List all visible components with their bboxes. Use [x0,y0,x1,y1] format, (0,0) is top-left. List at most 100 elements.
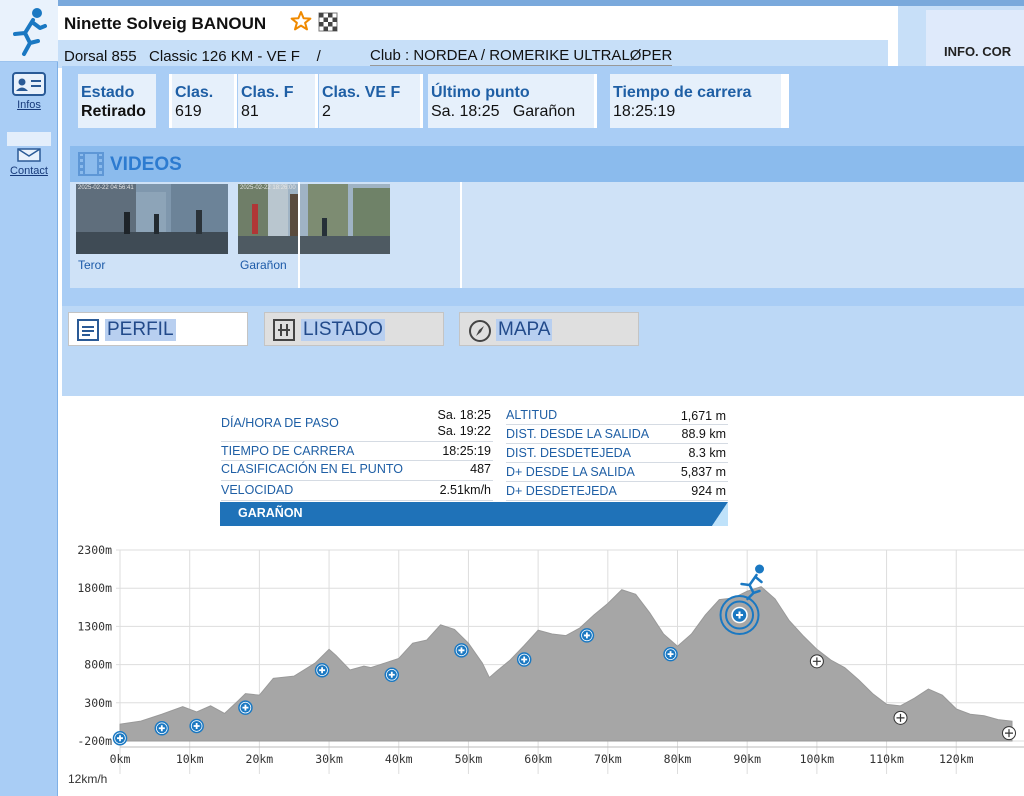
runner-icon [740,564,765,601]
info-value: 924 m [691,484,726,498]
stat-separator [234,74,237,128]
checkpoint-passed-marker [384,667,400,683]
stat-separator [781,74,789,128]
tab-listado[interactable]: LISTADO [264,312,444,346]
video-separator [298,182,300,288]
point-info-left: DÍA/HORA DE PASO Sa. 18:25 Sa. 19:22 TIE… [221,406,493,502]
runner-body [740,573,763,601]
stat-label: Clas. [175,84,214,101]
info-value: 88.9 km [681,427,726,441]
view-tabs: PERFIL LISTADO MAPA [62,306,1024,396]
checkpoint-passed-marker [189,718,204,734]
video-thumb-garanon[interactable]: 2025-02-22 18:26:00 Garañon [238,184,390,274]
info-row-clasificacion: CLASIFICACIÓN EN EL PUNTO 487 [221,461,493,481]
sidebar-item-contact[interactable]: Contact [4,148,54,177]
compass-icon [469,320,491,342]
info-label: DIST. DESDE LA SALIDA [506,427,650,441]
stat-estado: Estado Retirado [78,74,156,128]
info-label: D+ DESDE LA SALIDA [506,465,635,479]
checkpoint-remaining-marker [1002,726,1016,741]
station-banner: GARAÑON [220,502,728,526]
checkpoint-passed-marker [314,662,330,678]
video-timestamp: 2025-02-22 18:26:00 [240,185,296,191]
info-label: VELOCIDAD [221,483,294,497]
elevation-profile-chart[interactable]: 2300m 1800m 1300m 800m 300m -200m 0km 10km 20km 3… [60,538,1024,774]
runner-subline: Dorsal 855 Classic 126 KM - VE F / Club … [58,40,888,68]
sidebar-item-infos[interactable]: Infos [4,72,54,111]
checkpoint-passed-marker [579,628,595,643]
film-icon [78,152,104,176]
position-ring [725,600,755,630]
info-row-dist-tejeda: DIST. DESDETEJEDA 8.3 km [506,444,728,463]
stat-value: 2 [322,103,331,120]
x-tick-label: 40km [385,752,413,766]
stat-value: 81 [241,103,259,120]
x-tick-label: 0km [110,752,131,766]
x-tick-label: 10km [176,752,204,766]
info-label: D+ DESDETEJEDA [506,484,617,498]
x-tick-label: 100km [800,752,835,766]
x-tick-label: 20km [246,752,274,766]
logo[interactable] [0,0,58,62]
runner-head [755,564,765,574]
checkpoint-passed-marker [454,643,469,658]
video-still-teror [76,184,228,254]
runner-logo-icon [13,8,47,56]
info-value: 2.51km/h [439,483,491,497]
checkpoint-passed-marker [516,652,532,667]
plus-icon [193,722,200,729]
plus-icon [458,647,465,654]
info-value: 8.3 km [688,446,726,460]
tab-label: LISTADO [301,319,385,341]
stat-separator [594,74,597,128]
info-label: DIST. DESDETEJEDA [506,446,632,460]
stat-label: Tiempo de carrera [613,84,752,101]
y-tick-label: 300m [84,696,112,710]
stat-value: Sa. 18:25 Garañon [431,103,576,120]
plus-icon [583,632,590,639]
tab-perfil[interactable]: PERFIL [68,312,248,346]
sidebar-divider [7,132,51,146]
speed-axis-label: 12km/h [68,772,108,786]
grid-list-icon [273,319,295,341]
plus-icon [319,667,326,674]
runner-name: Ninette Solveig BANOUN [64,14,267,33]
plus-icon [242,704,249,711]
club-text: Club : NORDEA / ROMERIKE ULTRALØPER [370,47,673,67]
sidebar-item-label: Contact [10,165,48,177]
checkpoint-passed-marker [663,646,678,662]
stat-separator [315,74,318,128]
video-thumb-teror[interactable]: 2025-02-22 04:56:41 Teror [76,184,228,274]
videos-list: 2025-02-22 04:56:41 Teror 2025-02-22 18:… [70,182,1024,288]
info-label: TIEMPO DE CARRERA [221,444,355,458]
info-value: 487 [470,462,491,476]
y-tick-label: 800m [84,658,112,672]
stat-label: Clas. F [241,84,294,101]
station-name: GARAÑON [238,506,303,520]
info-label: CLASIFICACIÓN EN EL PUNTO [221,462,403,476]
checkpoint-passed-marker [238,700,253,715]
stat-separator [420,74,423,128]
stat-label: Clas. VE F [322,84,401,101]
star-icon[interactable] [290,10,312,32]
station-banner-shape [220,502,728,526]
top-border [58,0,1024,6]
videos-title: VIDEOS [110,154,182,175]
plus-icon [667,651,674,658]
info-value: 1,671 m [680,409,726,423]
current-position-marker [719,594,760,635]
race-info-label: INFO. COR [944,44,1012,59]
stat-ultimo-punto: Último punto Sa. 18:25 Garañon [428,74,594,128]
info-row-hora: DÍA/HORA DE PASO Sa. 18:25 Sa. 19:22 [221,406,493,442]
checkered-flag-icon[interactable] [318,12,338,32]
x-tick-label: 60km [524,752,552,766]
plus-icon [158,725,165,732]
position-ring [719,594,760,635]
stat-clas: Clas. 619 [172,74,234,128]
left-sidebar: Infos Contact [0,0,58,796]
info-value: Sa. 18:25 [437,408,491,422]
info-value-2: Sa. 19:22 [437,424,491,438]
race-info-tab[interactable]: INFO. COR [926,10,1024,66]
stat-label: Último punto [431,84,530,101]
tab-mapa[interactable]: MAPA [459,312,639,346]
